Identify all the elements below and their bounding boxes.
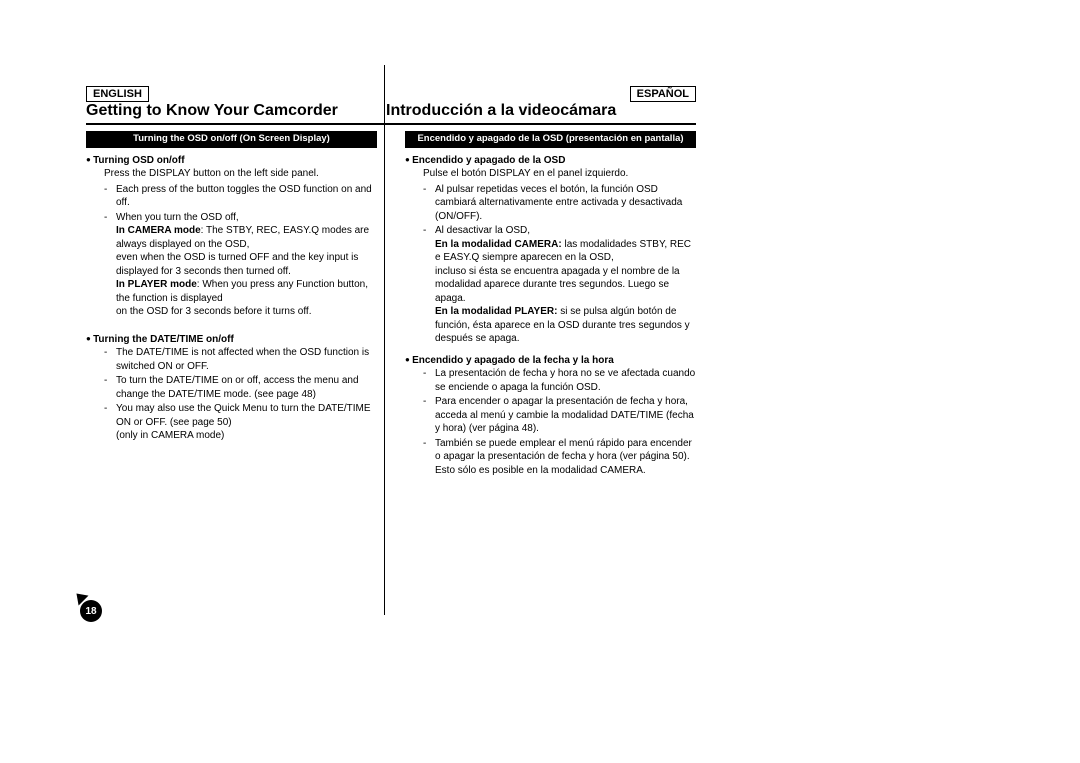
bullet-datetime-en: Turning the DATE/TIME on/off - The DATE/… [86,333,377,443]
dash-item: - When you turn the OSD off, In CAMERA m… [104,211,377,319]
manual-page: ENGLISH ESPAÑOL Getting to Know Your Cam… [0,0,1080,763]
dash-icon: - [104,374,116,401]
dash-icon: - [423,367,435,394]
dash-item: - Al desactivar la OSD, En la modalidad … [423,224,696,346]
text: incluso si ésta se encuentra apagada y e… [435,266,680,304]
dash-item: - La presentación de fecha y hora no se … [423,367,696,394]
text: even when the OSD is turned OFF and the … [116,252,358,277]
dash-body: Para encender o apagar la presentación d… [435,395,696,436]
dash-item: - También se puede emplear el menú rápid… [423,437,696,478]
dash-item: - Each press of the button toggles the O… [104,183,377,210]
section-header-es: Encendido y apagado de la OSD (presentac… [405,131,696,148]
dash-body: When you turn the OSD off, In CAMERA mod… [116,211,377,319]
bullet-osd-title-es: Encendido y apagado de la OSD [405,154,696,168]
dash-icon: - [423,183,435,224]
text: You may also use the Quick Menu to turn … [116,403,371,428]
dash-item: - Para encender o apagar la presentación… [423,395,696,436]
dash-body: You may also use the Quick Menu to turn … [116,402,377,443]
dash-item: - Al pulsar repetidas veces el botón, la… [423,183,696,224]
text: Esto sólo es posible en la modalidad CAM… [435,465,646,476]
column-spanish: Encendido y apagado de la OSD (presentac… [391,131,696,481]
bullet-datetime-title-es: Encendido y apagado de la fecha y la hor… [405,354,696,368]
bullet-datetime-title-en: Turning the DATE/TIME on/off [86,333,377,347]
datetime-list-en: - The DATE/TIME is not affected when the… [104,346,377,443]
text-bold: In CAMERA mode [116,225,201,236]
section-header-en: Turning the OSD on/off (On Screen Displa… [86,131,377,148]
osd-list-en: - Each press of the button toggles the O… [104,183,377,319]
language-labels: ENGLISH ESPAÑOL [86,86,696,102]
text-bold: In PLAYER mode [116,279,197,290]
dash-icon: - [104,183,116,210]
page-titles: Getting to Know Your Camcorder Introducc… [86,102,696,125]
bullet-osd-title-en: Turning OSD on/off [86,154,377,168]
dash-icon: - [423,437,435,478]
text: When you turn the OSD off, [116,212,239,223]
dash-body: The DATE/TIME is not affected when the O… [116,346,377,373]
osd-list-es: - Al pulsar repetidas veces el botón, la… [423,183,696,346]
dash-body: También se puede emplear el menú rápido … [435,437,696,478]
osd-intro-en: Press the DISPLAY button on the left sid… [104,167,377,181]
title-spanish: Introducción a la videocámara [386,102,696,120]
page-number-badge: 18 [80,600,102,622]
dash-icon: - [104,402,116,443]
dash-item: - The DATE/TIME is not affected when the… [104,346,377,373]
page-number: 18 [80,600,102,622]
text: También se puede emplear el menú rápido … [435,438,692,463]
two-column-body: Turning the OSD on/off (On Screen Displa… [86,131,696,481]
osd-intro-es: Pulse el botón DISPLAY en el panel izqui… [423,167,696,181]
text: on the OSD for 3 seconds before it turns… [116,306,311,317]
text: (only in CAMERA mode) [116,430,224,441]
dash-item: - To turn the DATE/TIME on or off, acces… [104,374,377,401]
bullet-osd-en: Turning OSD on/off Press the DISPLAY but… [86,154,377,319]
title-english: Getting to Know Your Camcorder [86,102,386,120]
bullet-osd-es: Encendido y apagado de la OSD Pulse el b… [405,154,696,346]
dash-body: Al desactivar la OSD, En la modalidad CA… [435,224,696,346]
content-area: ENGLISH ESPAÑOL Getting to Know Your Cam… [86,86,696,481]
dash-body: Each press of the button toggles the OSD… [116,183,377,210]
text: Al desactivar la OSD, [435,225,530,236]
dash-body: La presentación de fecha y hora no se ve… [435,367,696,394]
column-english: Turning the OSD on/off (On Screen Displa… [86,131,391,481]
lang-english: ENGLISH [86,86,149,102]
datetime-list-es: - La presentación de fecha y hora no se … [423,367,696,477]
text-bold: En la modalidad PLAYER: [435,306,557,317]
spacer [86,323,377,333]
column-divider [384,65,385,615]
dash-icon: - [104,346,116,373]
bullet-datetime-es: Encendido y apagado de la fecha y la hor… [405,354,696,478]
lang-spanish: ESPAÑOL [630,86,696,102]
dash-item: - You may also use the Quick Menu to tur… [104,402,377,443]
text-bold: En la modalidad CAMERA: [435,239,562,250]
dash-body: To turn the DATE/TIME on or off, access … [116,374,377,401]
dash-icon: - [423,395,435,436]
dash-icon: - [104,211,116,319]
dash-icon: - [423,224,435,346]
dash-body: Al pulsar repetidas veces el botón, la f… [435,183,696,224]
